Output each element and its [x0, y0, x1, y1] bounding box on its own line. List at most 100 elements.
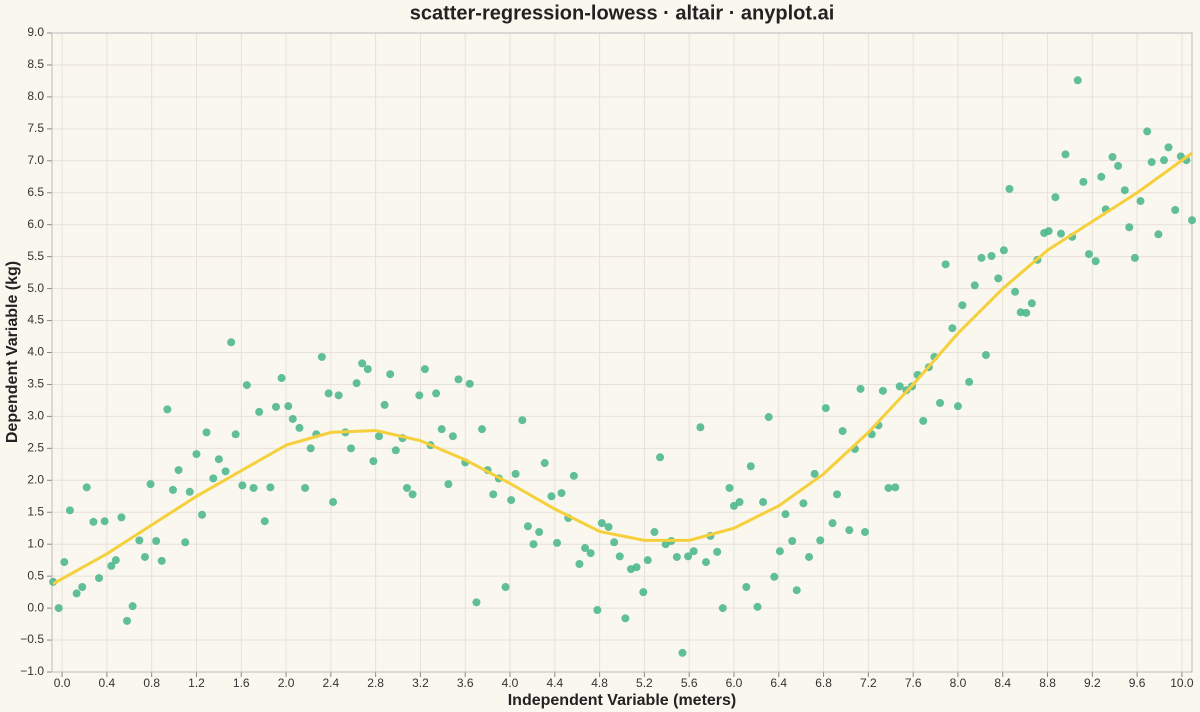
- point: [54, 604, 63, 613]
- point: [277, 374, 286, 383]
- point: [729, 501, 738, 510]
- point: [678, 648, 687, 657]
- point: [775, 547, 784, 556]
- point: [432, 389, 441, 398]
- point: [987, 252, 996, 261]
- y-tick-label: 6.0: [27, 217, 44, 231]
- x-tick-label: 1.2: [188, 676, 205, 690]
- y-tick-label: 5.5: [27, 249, 44, 263]
- point: [833, 490, 842, 499]
- point: [266, 483, 275, 492]
- point: [1164, 143, 1173, 152]
- x-tick-label: 7.6: [905, 676, 922, 690]
- point: [402, 483, 411, 492]
- point: [78, 583, 87, 592]
- point: [845, 526, 854, 535]
- y-tick-label: 1.5: [27, 504, 44, 518]
- point: [948, 324, 957, 333]
- x-tick-label: 2.4: [322, 676, 339, 690]
- point: [689, 547, 698, 556]
- point: [575, 560, 584, 569]
- point: [816, 536, 825, 545]
- point: [192, 450, 201, 459]
- point: [1084, 250, 1093, 259]
- point: [540, 459, 549, 468]
- point: [271, 402, 280, 411]
- x-tick-label: 4.0: [502, 676, 519, 690]
- point: [135, 536, 144, 545]
- point: [288, 414, 297, 423]
- point: [884, 483, 893, 492]
- point: [891, 483, 900, 492]
- point: [1097, 172, 1106, 181]
- point: [895, 382, 904, 391]
- point: [878, 386, 887, 395]
- point: [100, 517, 109, 526]
- point: [65, 506, 74, 515]
- x-axis-label: Independent Variable (meters): [508, 692, 737, 709]
- point: [981, 351, 990, 360]
- point: [1051, 193, 1060, 202]
- point: [977, 253, 986, 262]
- point: [958, 301, 967, 310]
- point: [936, 398, 945, 407]
- y-tick-label: 1.0: [27, 536, 44, 550]
- point: [202, 428, 211, 437]
- point: [346, 444, 355, 453]
- point: [260, 517, 269, 526]
- point: [919, 416, 928, 425]
- point: [1108, 152, 1117, 161]
- x-tick-label: 0.0: [54, 676, 71, 690]
- point: [547, 492, 556, 501]
- y-tick-label: 5.0: [27, 281, 44, 295]
- x-tick-label: 3.6: [457, 676, 474, 690]
- x-tick-label: 9.2: [1084, 676, 1101, 690]
- point: [770, 572, 779, 581]
- x-tick-label: 5.6: [681, 676, 698, 690]
- point: [1073, 76, 1082, 85]
- point: [329, 498, 338, 507]
- point: [639, 588, 648, 597]
- point: [672, 552, 681, 561]
- point: [1005, 184, 1014, 193]
- x-tick-label: 10.0: [1170, 676, 1194, 690]
- point: [358, 359, 367, 368]
- point: [781, 510, 790, 519]
- point: [157, 556, 166, 565]
- point: [735, 498, 744, 507]
- point: [557, 489, 566, 498]
- point: [242, 381, 251, 390]
- point: [718, 604, 727, 613]
- point: [214, 455, 223, 464]
- y-tick-label: 2.0: [27, 472, 44, 486]
- point: [759, 498, 768, 507]
- point: [1079, 177, 1088, 186]
- x-tick-label: 7.2: [860, 676, 877, 690]
- y-tick-label: −1.0: [20, 664, 44, 678]
- point: [123, 616, 132, 625]
- point: [363, 365, 372, 374]
- point: [828, 519, 837, 528]
- point: [788, 537, 797, 546]
- y-tick-label: 6.5: [27, 185, 44, 199]
- point: [621, 614, 630, 623]
- point: [581, 544, 590, 553]
- point: [535, 528, 544, 537]
- point: [391, 446, 400, 455]
- x-tick-label: 6.8: [815, 676, 832, 690]
- point: [448, 432, 457, 441]
- point: [72, 589, 81, 598]
- point: [725, 483, 734, 492]
- y-tick-label: 9.0: [27, 25, 44, 39]
- y-tick-label: 0.0: [27, 600, 44, 614]
- y-tick-label: 0.5: [27, 568, 44, 582]
- point: [352, 379, 361, 388]
- point: [369, 457, 378, 466]
- point: [856, 384, 865, 393]
- point: [415, 391, 424, 400]
- point: [82, 483, 91, 492]
- point: [1136, 197, 1145, 206]
- point: [1061, 150, 1070, 159]
- point: [1011, 287, 1020, 296]
- point: [168, 485, 177, 494]
